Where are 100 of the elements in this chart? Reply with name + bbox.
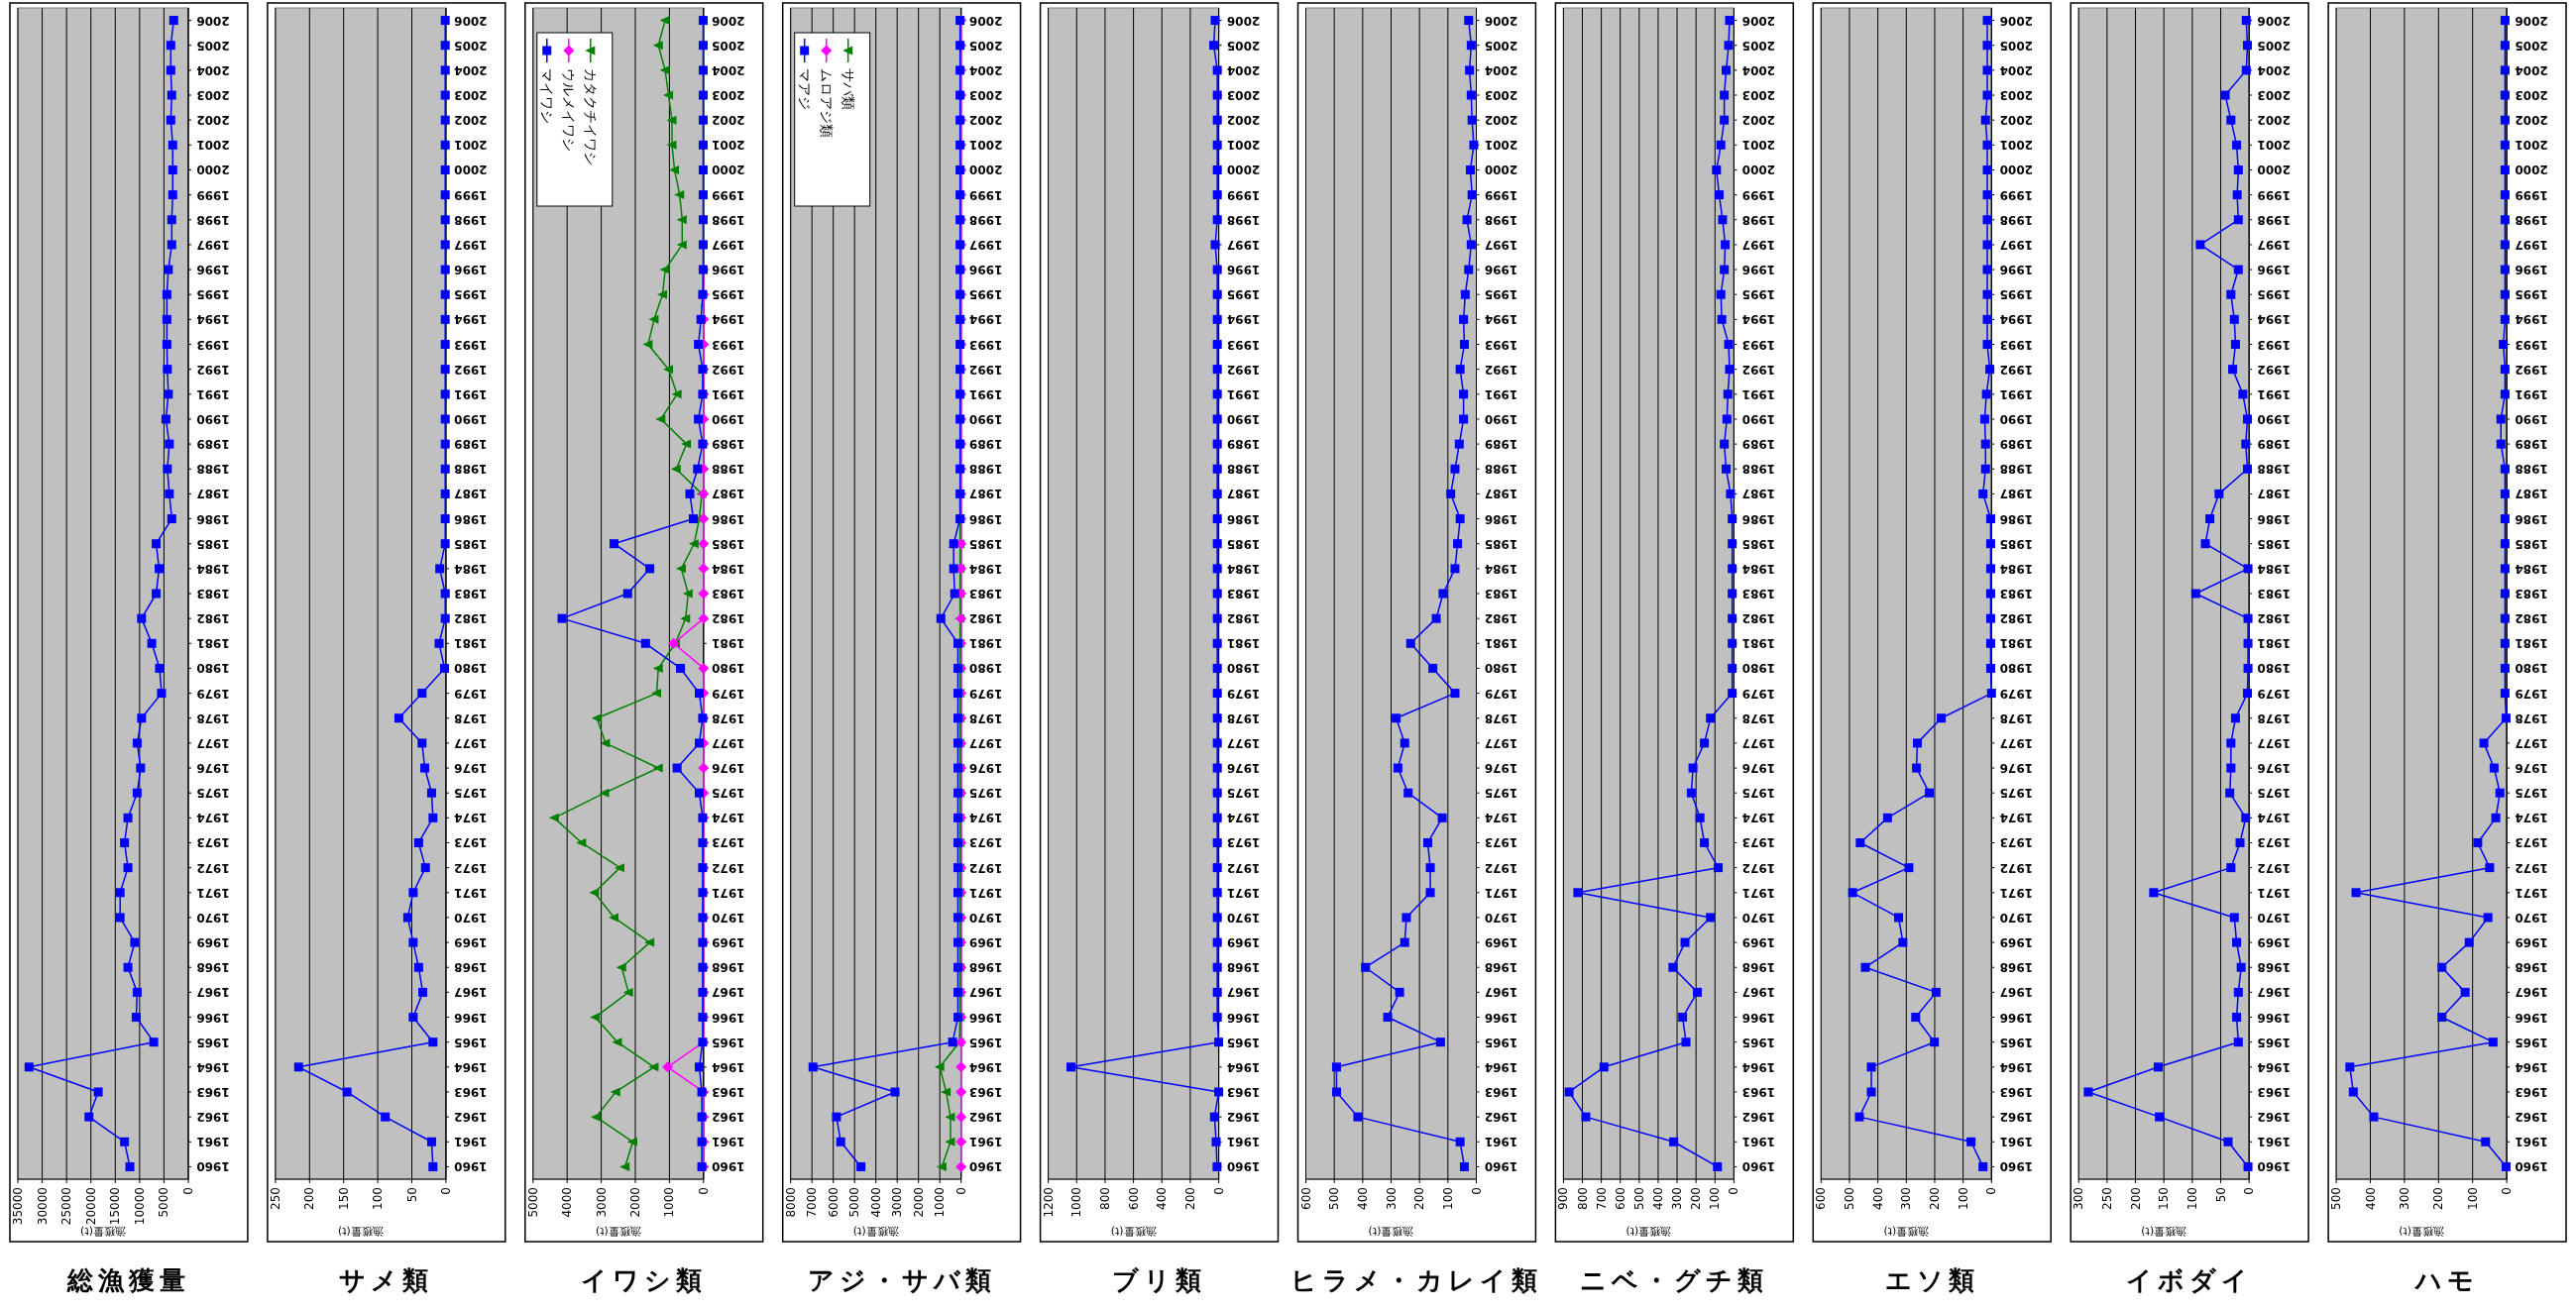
point bbox=[136, 763, 146, 773]
point bbox=[440, 164, 450, 174]
x-tick-label: 800 bbox=[1575, 1187, 1590, 1210]
y-tick-label: 1982 bbox=[454, 611, 488, 626]
point bbox=[2241, 65, 2251, 75]
y-tick-label: 1983 bbox=[1741, 587, 1776, 600]
x-axis-title: 漁獲量(t) bbox=[2399, 1224, 2445, 1238]
y-tick-label: 1970 bbox=[1484, 910, 1518, 925]
y-tick-label: 1977 bbox=[454, 735, 488, 750]
point bbox=[147, 638, 157, 648]
point bbox=[1211, 1137, 1221, 1146]
y-tick-label: 1982 bbox=[1226, 611, 1261, 626]
y-tick-label: 1982 bbox=[196, 611, 230, 626]
point bbox=[670, 464, 681, 474]
point bbox=[640, 638, 650, 648]
y-tick-label: 1997 bbox=[1484, 237, 1518, 252]
point bbox=[1212, 489, 1222, 498]
x-tick-label: 250 bbox=[268, 1187, 282, 1210]
point bbox=[589, 888, 600, 898]
y-tick-label: 1974 bbox=[1999, 811, 2033, 825]
point bbox=[2500, 41, 2510, 51]
y-tick-label: 2000 bbox=[969, 163, 1003, 177]
point bbox=[1212, 937, 1222, 947]
x-tick-label: 100 bbox=[2465, 1187, 2480, 1210]
y-tick-label: 1973 bbox=[454, 835, 488, 850]
y-tick-label: 1976 bbox=[454, 761, 488, 776]
point bbox=[1212, 689, 1222, 699]
y-tick-label: 1972 bbox=[1226, 860, 1261, 875]
point bbox=[1400, 937, 1409, 947]
x-tick-label: 3000 bbox=[890, 1187, 905, 1218]
point bbox=[648, 314, 659, 324]
y-tick-label: 1973 bbox=[2515, 835, 2548, 850]
x-tick-label: 700 bbox=[1594, 1187, 1609, 1210]
y-tick-label: 2003 bbox=[1226, 88, 1261, 103]
point bbox=[1982, 314, 1992, 324]
legend-label: カタクチイワシ bbox=[582, 68, 599, 165]
point bbox=[1435, 1037, 1445, 1047]
point bbox=[2223, 1137, 2233, 1146]
point bbox=[832, 1112, 841, 1122]
point bbox=[2153, 1062, 2163, 1072]
y-tick-label: 1998 bbox=[1741, 212, 1776, 227]
y-tick-label: 1988 bbox=[1741, 462, 1776, 477]
y-tick-label: 1992 bbox=[2515, 362, 2548, 377]
point bbox=[1459, 414, 1469, 424]
x-tick-label: 0 bbox=[1211, 1187, 1226, 1195]
point bbox=[84, 1112, 94, 1122]
y-tick-label: 1991 bbox=[969, 386, 1003, 401]
point bbox=[1212, 589, 1222, 599]
y-tick-label: 1987 bbox=[196, 487, 230, 501]
y-tick-label: 1963 bbox=[2257, 1084, 2291, 1099]
y-tick-label: 1984 bbox=[2257, 561, 2291, 576]
y-tick-label: 2000 bbox=[1226, 163, 1261, 177]
y-tick-label: 1992 bbox=[712, 362, 745, 377]
point bbox=[1459, 314, 1469, 324]
point bbox=[1353, 1112, 1363, 1122]
y-tick-label: 1981 bbox=[969, 636, 1003, 651]
y-tick-label: 1996 bbox=[1226, 263, 1261, 277]
point bbox=[167, 240, 176, 250]
y-tick-label: 1973 bbox=[1741, 835, 1776, 850]
point bbox=[1212, 888, 1222, 898]
y-tick-label: 2001 bbox=[1484, 138, 1518, 153]
y-tick-label: 2005 bbox=[1226, 38, 1261, 53]
point bbox=[698, 190, 708, 200]
point bbox=[659, 65, 670, 75]
point bbox=[1985, 589, 1995, 599]
y-tick-label: 2006 bbox=[2257, 13, 2291, 28]
y-tick-label: 1991 bbox=[1226, 386, 1261, 401]
point bbox=[682, 589, 693, 599]
y-tick-label: 1986 bbox=[1741, 511, 1776, 526]
y-tick-label: 1998 bbox=[1226, 212, 1261, 227]
point bbox=[1212, 613, 1222, 623]
y-tick-label: 1976 bbox=[1484, 761, 1518, 776]
point bbox=[698, 65, 708, 75]
point bbox=[663, 365, 674, 375]
point bbox=[2243, 564, 2253, 574]
y-tick-label: 1971 bbox=[454, 885, 488, 900]
x-tick-label: 6000 bbox=[826, 1187, 840, 1218]
point bbox=[1464, 265, 1474, 274]
y-tick-label: 1999 bbox=[196, 187, 230, 202]
y-tick-label: 1986 bbox=[2257, 511, 2291, 526]
x-tick-label: 300 bbox=[1899, 1187, 1914, 1210]
x-tick-label: 200 bbox=[2431, 1187, 2446, 1210]
point bbox=[440, 90, 450, 100]
y-tick-label: 1973 bbox=[2257, 835, 2291, 850]
point bbox=[440, 115, 450, 125]
y-tick-label: 1968 bbox=[196, 960, 230, 975]
point bbox=[2230, 713, 2240, 723]
y-tick-label: 1967 bbox=[1741, 985, 1776, 1000]
point bbox=[1383, 1013, 1393, 1023]
point bbox=[1724, 41, 1734, 51]
y-tick-label: 1990 bbox=[1741, 411, 1776, 426]
x-tick-label: 400 bbox=[2363, 1187, 2378, 1210]
point bbox=[2500, 489, 2510, 498]
y-tick-label: 1995 bbox=[2257, 287, 2291, 302]
y-tick-label: 1973 bbox=[1484, 835, 1518, 850]
y-tick-label: 2002 bbox=[2257, 113, 2291, 128]
point bbox=[1714, 863, 1724, 873]
point bbox=[674, 190, 685, 200]
point bbox=[1459, 389, 1469, 399]
y-tick-label: 1969 bbox=[1999, 935, 2033, 950]
